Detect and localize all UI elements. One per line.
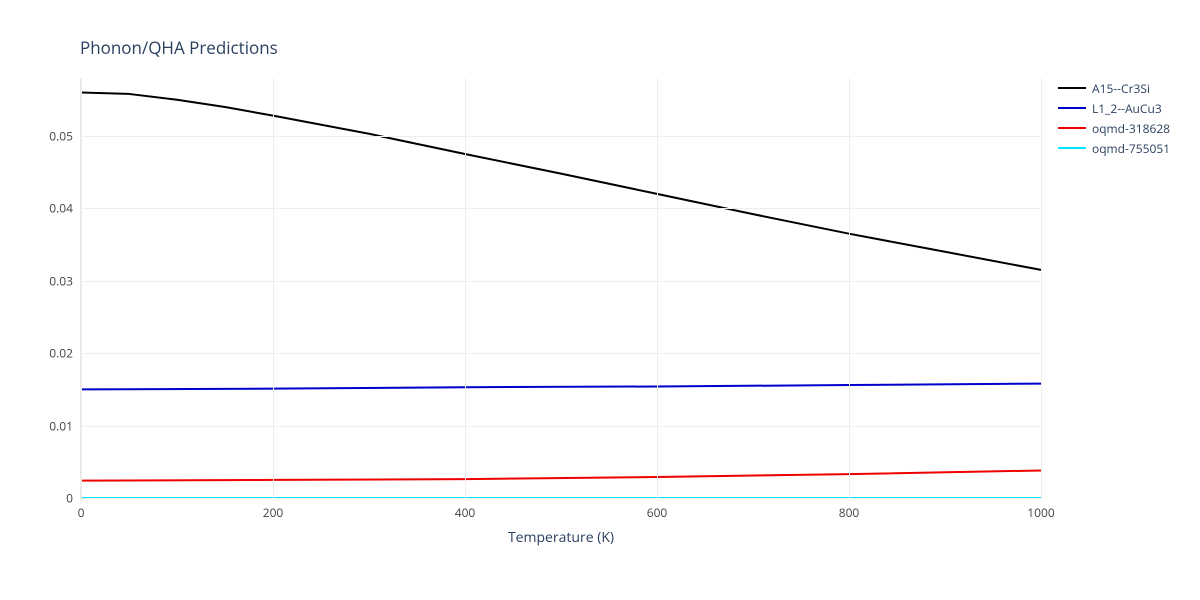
gridline-h [81, 353, 1041, 354]
legend-swatch [1058, 127, 1086, 129]
legend-label: oqmd-318628 [1092, 120, 1170, 137]
y-tick-label: 0.02 [49, 345, 73, 362]
x-tick-label: 800 [839, 504, 860, 521]
gridline-v [1041, 78, 1042, 498]
gridline-h [81, 498, 1041, 499]
gridline-v [465, 78, 466, 498]
series-line[interactable] [81, 384, 1041, 390]
legend-item[interactable]: L1_2--AuCu3 [1058, 98, 1170, 118]
legend-label: L1_2--AuCu3 [1092, 100, 1162, 117]
y-tick-label: 0.05 [49, 127, 73, 144]
x-tick-label: 1000 [1027, 504, 1054, 521]
chart-container: Phonon/QHA Predictions Temperature (K) Δ… [0, 0, 1200, 600]
gridline-h [81, 426, 1041, 427]
legend-swatch [1058, 147, 1086, 149]
legend-item[interactable]: oqmd-755051 [1058, 138, 1170, 158]
x-tick-label: 400 [455, 504, 476, 521]
legend: A15--Cr3Si L1_2--AuCu3 oqmd-318628 oqmd-755… [1058, 78, 1170, 158]
gridline-h [81, 136, 1041, 137]
series-line[interactable] [81, 92, 1041, 269]
x-tick-label: 0 [78, 504, 85, 521]
legend-swatch [1058, 87, 1086, 89]
series-svg [81, 78, 1041, 498]
legend-item[interactable]: oqmd-318628 [1058, 118, 1170, 138]
gridline-v [849, 78, 850, 498]
gridline-h [81, 281, 1041, 282]
x-axis-label: Temperature (K) [508, 528, 614, 547]
legend-item[interactable]: A15--Cr3Si [1058, 78, 1170, 98]
plot-area: Temperature (K) ΔGibbs (eV/atom) 0200400… [80, 78, 1041, 499]
gridline-v [657, 78, 658, 498]
y-tick-label: 0.04 [49, 200, 73, 217]
legend-swatch [1058, 107, 1086, 109]
gridline-v [273, 78, 274, 498]
y-tick-label: 0.03 [49, 272, 73, 289]
y-tick-label: 0 [66, 490, 73, 507]
y-tick-label: 0.01 [49, 417, 73, 434]
chart-title: Phonon/QHA Predictions [80, 36, 278, 59]
gridline-v [81, 78, 82, 498]
series-line[interactable] [81, 470, 1041, 480]
legend-label: oqmd-755051 [1092, 140, 1170, 157]
gridline-h [81, 208, 1041, 209]
legend-label: A15--Cr3Si [1092, 80, 1150, 97]
x-tick-label: 600 [647, 504, 668, 521]
x-tick-label: 200 [263, 504, 284, 521]
